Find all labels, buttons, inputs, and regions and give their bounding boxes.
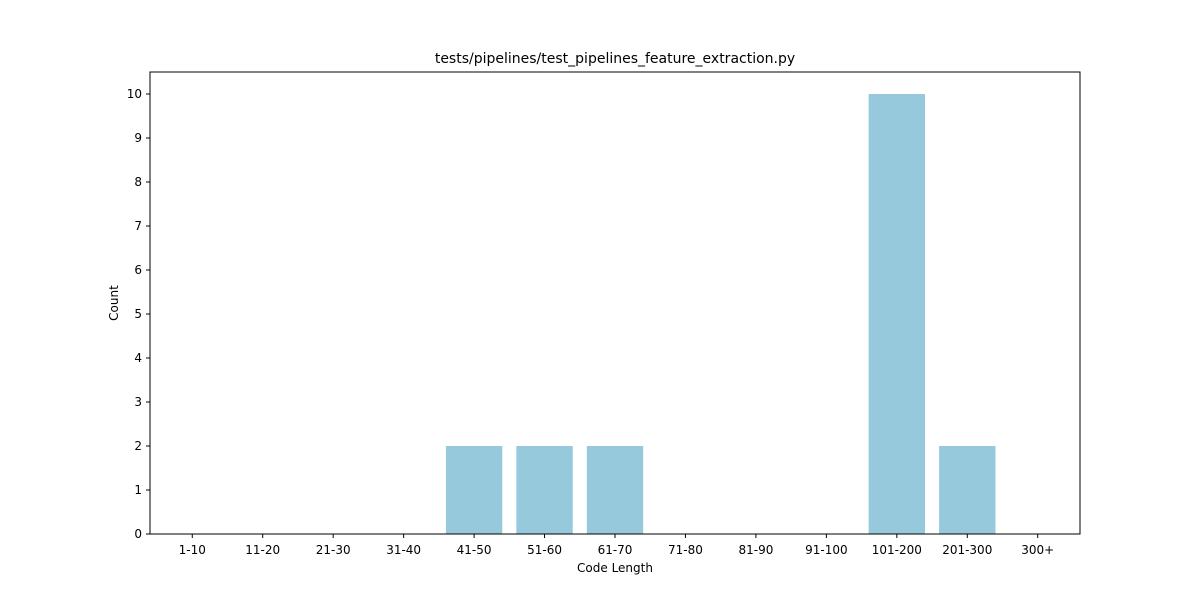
x-tick-label: 300+ [1021, 543, 1054, 557]
y-tick-label: 10 [127, 87, 142, 101]
bar-101-200 [868, 94, 925, 534]
y-tick-label: 7 [134, 219, 142, 233]
y-tick-label: 6 [134, 263, 142, 277]
chart-title: tests/pipelines/test_pipelines_feature_e… [435, 51, 795, 67]
y-tick-label: 4 [134, 351, 142, 365]
y-tick-label: 0 [134, 527, 142, 541]
bar-61-70 [586, 446, 644, 534]
y-tick-label: 2 [134, 439, 142, 453]
y-axis: 0 1 2 3 4 5 6 7 8 9 10 [127, 87, 150, 541]
x-axis-label: Code Length [577, 561, 653, 575]
x-tick-label: 1-10 [179, 543, 206, 557]
x-tick-label: 41-50 [457, 543, 492, 557]
y-tick-label: 5 [134, 307, 142, 321]
x-tick-label: 71-80 [668, 543, 703, 557]
x-axis: 1-10 11-20 21-30 31-40 41-50 51-60 61-70 71-80 8… [179, 534, 1054, 557]
bar-51-60 [516, 446, 573, 534]
x-tick-label: 61-70 [598, 543, 633, 557]
x-tick-label: 91-100 [805, 543, 848, 557]
x-tick-label: 11-20 [245, 543, 280, 557]
x-tick-label: 101-200 [872, 543, 922, 557]
y-axis-label: Count [107, 285, 121, 321]
x-tick-label: 51-60 [527, 543, 562, 557]
bars-group [445, 94, 996, 534]
x-tick-label: 81-90 [738, 543, 773, 557]
bar-41-50 [445, 446, 503, 534]
y-tick-label: 9 [134, 131, 142, 145]
y-tick-label: 8 [134, 175, 142, 189]
bar-201-300 [939, 446, 996, 534]
y-tick-label: 1 [134, 483, 142, 497]
x-tick-label: 201-300 [942, 543, 992, 557]
x-tick-label: 21-30 [316, 543, 351, 557]
x-tick-label: 31-40 [386, 543, 421, 557]
y-tick-label: 3 [134, 395, 142, 409]
